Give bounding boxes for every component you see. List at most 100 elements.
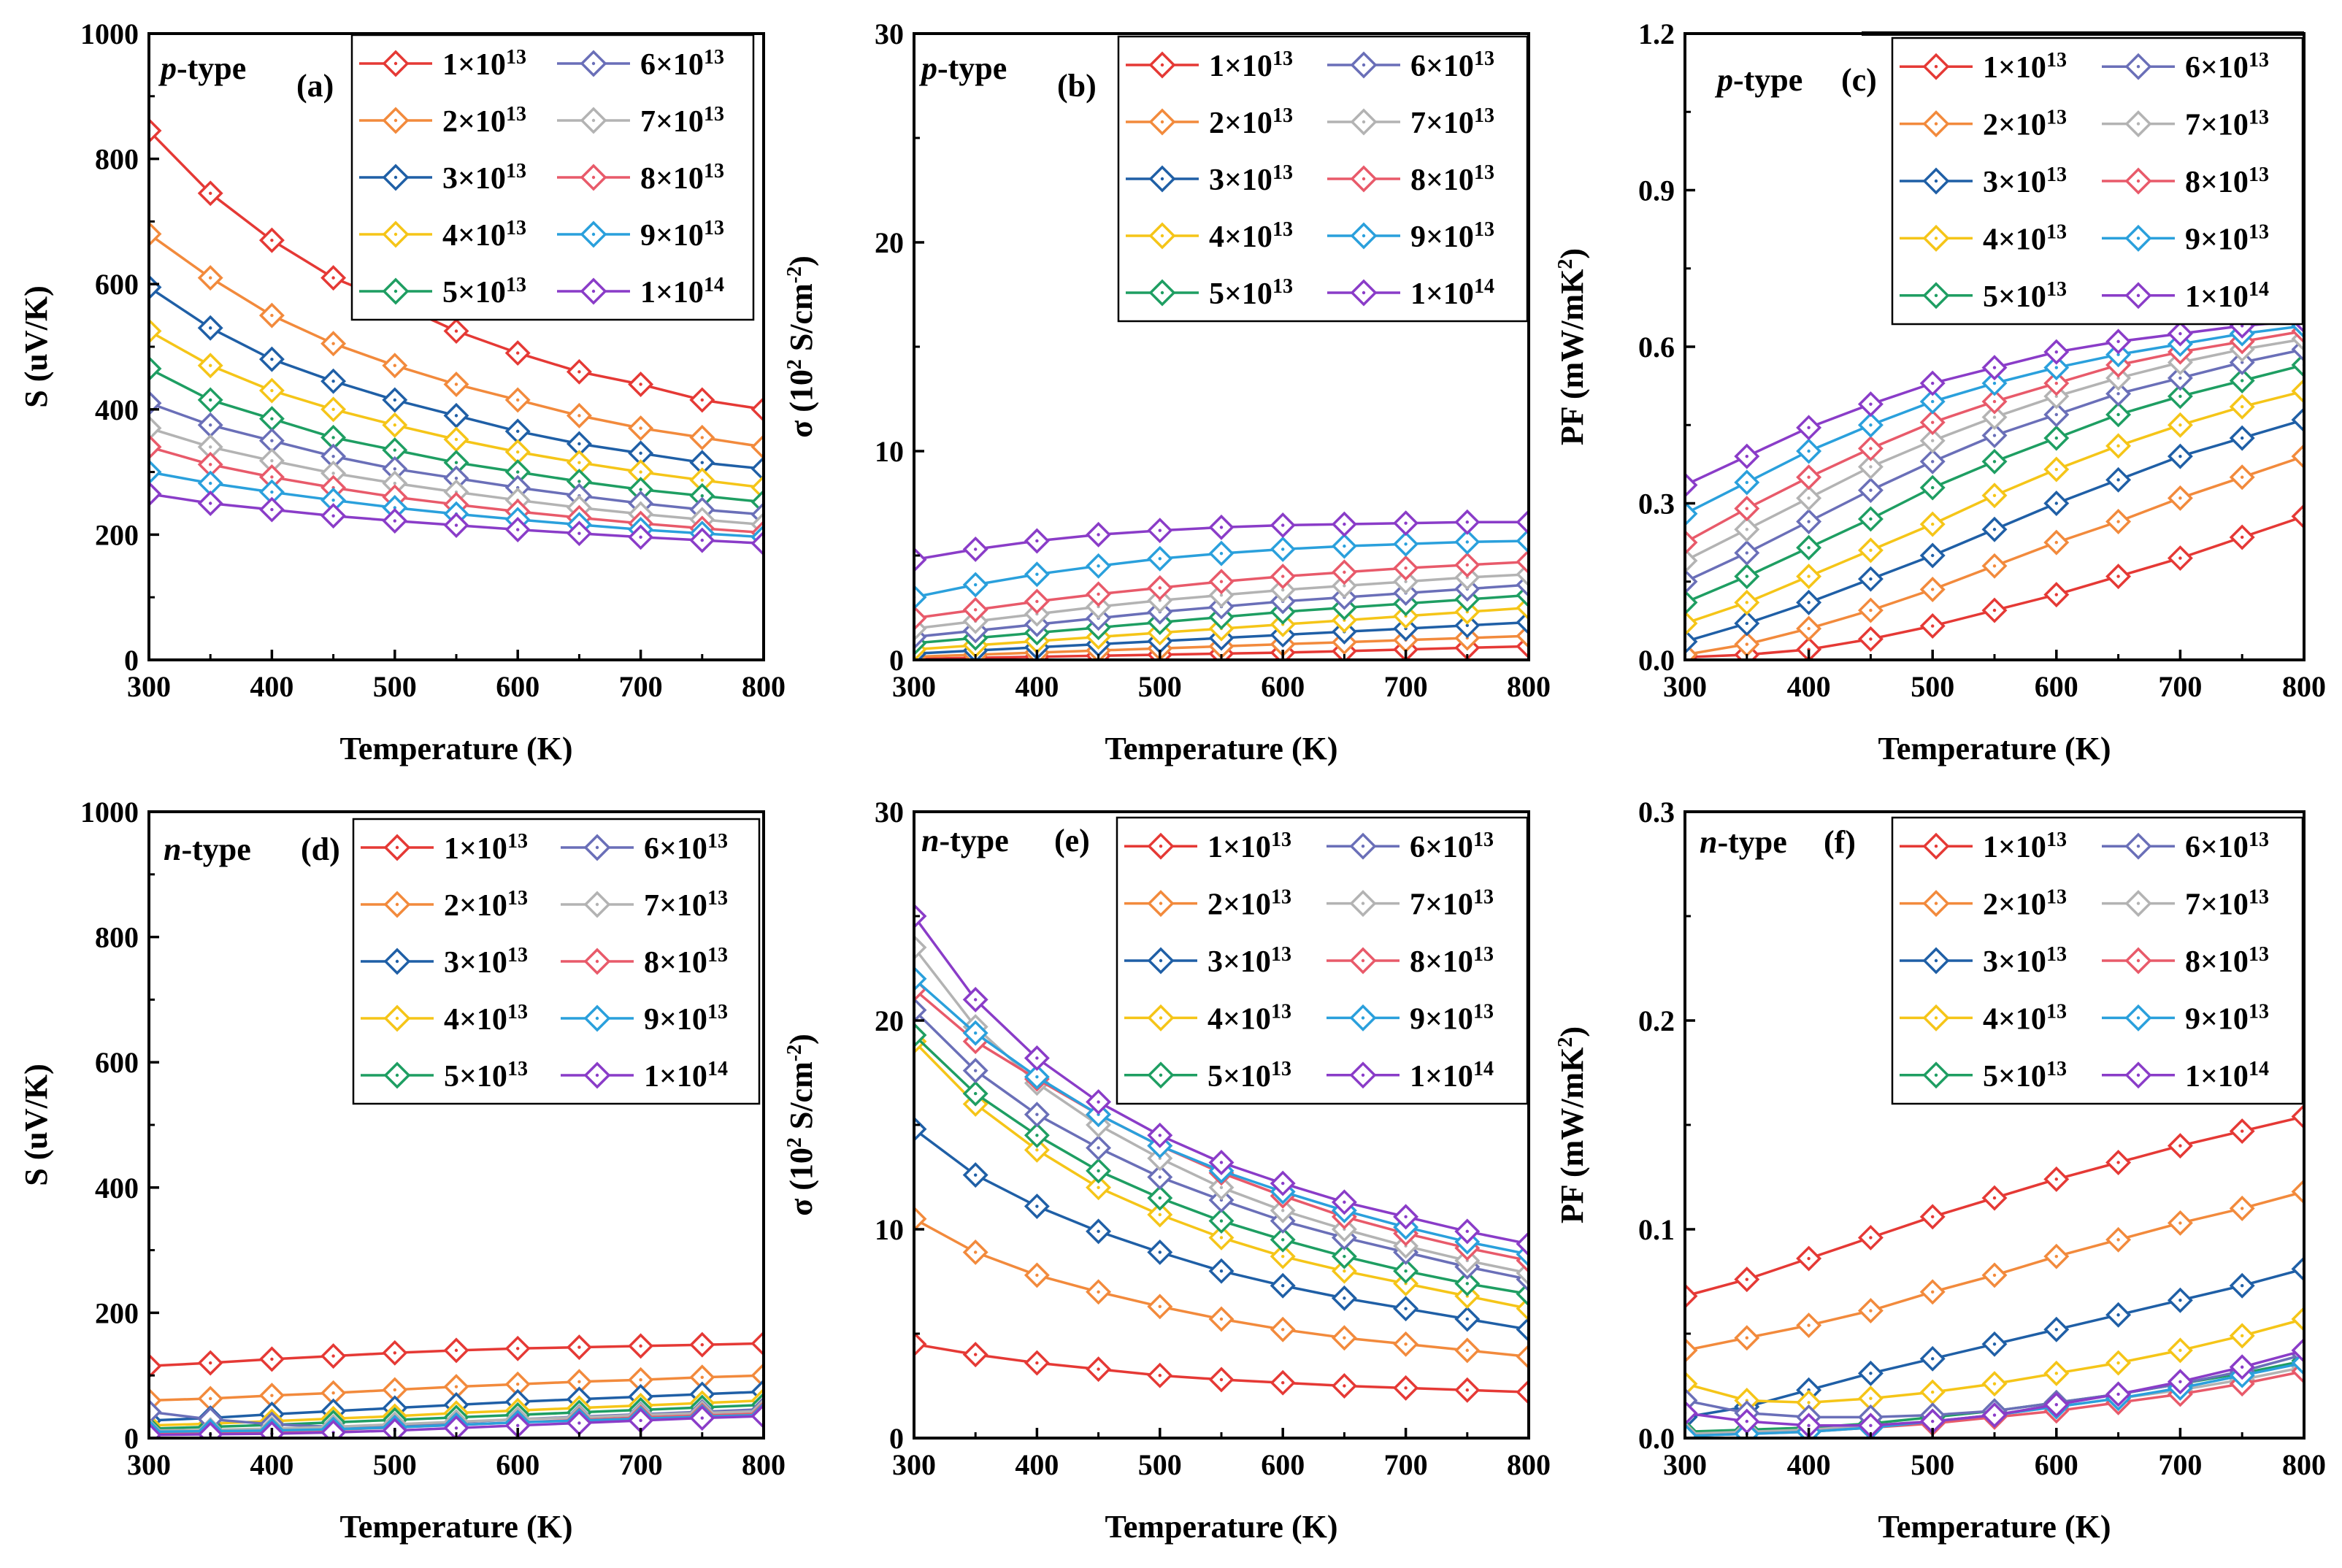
data-point-dot [1931,1419,1935,1423]
legend-marker-dot [1362,177,1366,181]
legend-label: 8×1013 [1410,943,1494,980]
data-point-dot [270,490,274,494]
data-point [750,456,764,482]
data-point-dot [1745,621,1748,626]
y-tick-label: 400 [95,1172,139,1204]
data-point-dot [1869,1236,1873,1240]
data-point-dot [1745,574,1748,578]
data-point [1685,1371,1698,1397]
legend-item: 9×1013 [561,1001,728,1037]
panel-letter: (f) [1824,824,1856,860]
data-point-dot [1281,574,1285,578]
legend-exponent: 13 [2046,885,2067,908]
legend-item: 2×1013 [361,887,528,923]
legend-base: 5×10 [1209,277,1272,311]
legend-base: 3×10 [1983,945,2046,979]
legend-base: 9×10 [1410,1002,1473,1036]
legend-exponent: 13 [2046,277,2067,300]
data-point-dot [2178,496,2182,500]
legend-base: 8×10 [644,946,707,980]
legend-base: 4×10 [1208,1002,1271,1036]
y-tick-label: 400 [95,393,139,426]
legend-base: 7×10 [640,105,704,139]
legend-marker-dot [1160,120,1164,124]
data-point-dot [1465,1282,1470,1285]
legend-label: 5×1013 [1983,277,2067,314]
data-point-dot [1465,623,1470,628]
data-point-dot [1158,1212,1162,1217]
data-point-dot [1992,415,1997,419]
series-4 [1685,378,2304,637]
legend-item: 6×1013 [1327,47,1494,83]
y-tick-label: 0 [889,1422,904,1455]
series-9 [914,528,1529,610]
data-point-dot [2054,366,2058,369]
y-tick-label: 30 [875,18,904,50]
legend-item: 3×1013 [1900,164,2067,199]
legend-label: 1×1013 [1208,829,1291,865]
legend-item: 1×1013 [1900,829,2067,864]
data-point-dot [516,1383,520,1386]
legend-exponent: 13 [2249,829,2269,851]
data-point [750,1403,764,1429]
data-point-dot [2178,331,2182,336]
legend-marker-dot [595,959,599,964]
legend-item: 6×1013 [557,46,724,82]
chart-e: 300 400 500 600 700 800 0 10 20 30 Temperature (K)… [783,796,1551,1545]
data-point-dot [209,191,212,195]
legend-marker-dot [1362,120,1366,124]
data-point-dot [1219,1377,1224,1382]
legend-marker-dot [1934,902,1938,905]
y-tick-label: 10 [875,1213,904,1246]
data-point-dot [270,417,274,420]
legend-marker-dot [2136,237,2141,240]
data-point-dot [1035,572,1039,576]
legend-exponent: 13 [507,944,528,966]
data-point-dot [331,407,335,411]
data-point-dot [393,506,396,510]
series-5 [914,1022,1529,1307]
data-point-dot [2178,394,2182,399]
data-point-dot [1219,580,1224,583]
data-point-dot [639,1378,642,1382]
legend-label: 5×1013 [444,1058,528,1094]
data-point-dot [1219,551,1224,556]
legend-marker-dot [395,959,399,964]
data-point-dot [1097,533,1100,537]
data-point [914,966,927,992]
data-point-dot [1869,577,1873,581]
data-point-dot [1992,564,1997,568]
y-axis-title: S (uV/K) [18,285,54,407]
legend-base: 8×10 [1410,164,1474,197]
data-point-dot [1158,586,1162,590]
data-point-dot [1465,1229,1470,1234]
carrier-type-label: n-type [1700,824,1787,860]
data-point-dot [1807,1323,1811,1327]
legend-marker-dot [1160,177,1164,181]
x-tick-label: 800 [1507,1448,1551,1481]
legend-marker-dot [591,61,596,66]
legend: 1×10132×10133×10134×10135×10136×10137×10… [350,34,755,321]
carrier-letter: n [164,831,181,867]
data-point-dot [2241,1284,2244,1288]
data-point-dot [974,1250,978,1254]
y-tick-label: 1.2 [1638,18,1675,50]
y-tick-label: 0 [889,644,904,677]
legend-item: 9×1013 [1327,1000,1494,1036]
y-tick-label: 1000 [80,796,139,829]
data-point-dot [1281,547,1285,551]
data-point [1516,1379,1529,1405]
data-point-dot [1931,420,1935,424]
legend-base: 8×10 [2185,166,2249,199]
legend-exponent: 14 [1474,275,1494,298]
legend-exponent: 13 [2249,220,2269,243]
data-point [914,547,927,573]
data-point-dot [2054,1254,2058,1258]
data-point-dot [1219,1317,1224,1321]
legend-base: 1×10 [1983,51,2046,85]
legend-base: 1×10 [2185,1060,2249,1094]
data-point-dot [331,379,335,383]
data-point-dot [1343,1200,1346,1204]
data-point-dot [1158,1304,1162,1309]
legend-base: 5×10 [444,1060,507,1094]
